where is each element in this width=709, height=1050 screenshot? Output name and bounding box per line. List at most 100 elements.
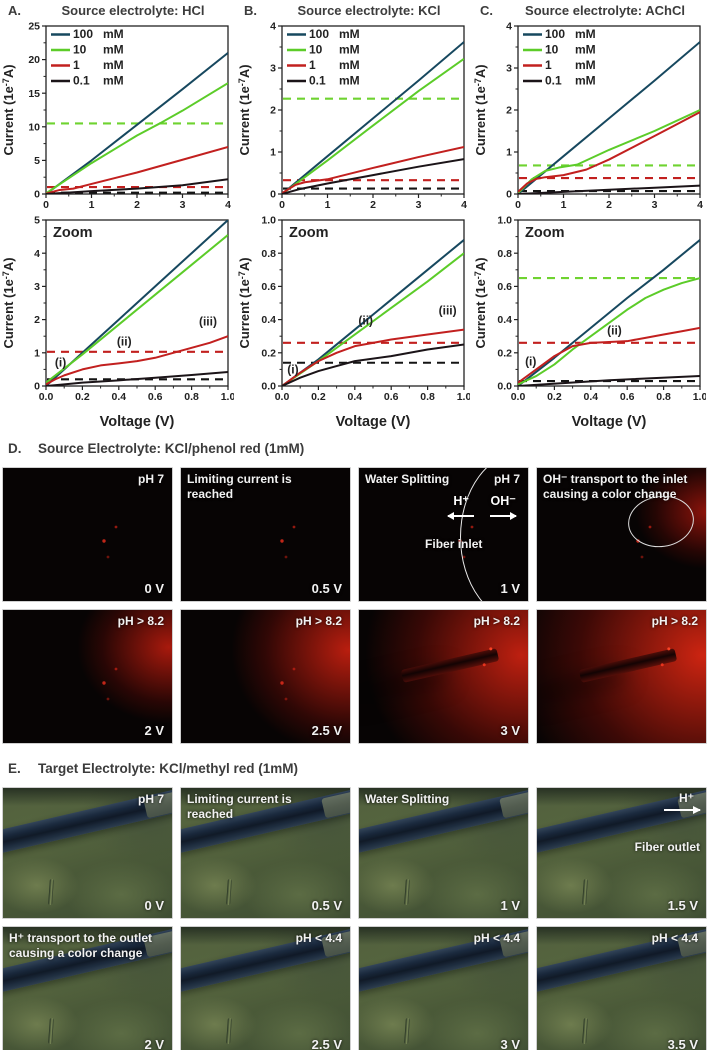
chart-c_zoom: 0.0 0.2 0.4 0.6 0.8 1.0 0.0 0.2 0.4 0.6 0.8 1.0 Curr…: [474, 215, 706, 430]
image-caption: H⁺ transport to the outlet causing a col…: [9, 931, 152, 960]
chart-a-full-range: 0 1 2 3 4 0 5 10 15 20 25 Current (1e-7A) 100 mM 10 mM 1…: [0, 20, 236, 212]
phenol-red-image-2: Limiting current is reached 0.5 V: [180, 467, 351, 602]
x-axis-label: Voltage (V): [572, 414, 647, 430]
voltage-label: 3 V: [500, 722, 520, 738]
hydroxide-label: OH⁻: [490, 493, 518, 520]
chart-a_top: 0 1 2 3 4 0 5 10 15 20 25 Current (1e-7A) 100 mM 10 mM 1…: [2, 21, 231, 211]
y-axis-label: Current (1e-7A): [2, 257, 16, 348]
svg-text:0: 0: [34, 381, 40, 393]
svg-text:100: 100: [309, 27, 329, 41]
image-caption: pH > 8.2: [651, 614, 698, 628]
phenol-red-image-3: H⁺ OH⁻ Water Splitting pH 7 Fiber inlet 1 V: [358, 467, 529, 602]
svg-text:0.2: 0.2: [311, 391, 326, 403]
svg-text:1.0: 1.0: [497, 215, 512, 227]
section-e-header: E. Target Electrolyte: KCl/methyl red (1…: [0, 761, 709, 779]
svg-text:2: 2: [506, 105, 512, 117]
voltage-label: 2 V: [144, 1036, 164, 1050]
svg-text:1: 1: [309, 58, 316, 72]
small-fiber-sliver: [47, 878, 54, 906]
svg-text:0.1: 0.1: [73, 74, 90, 88]
series-line-0.1mM: [518, 184, 700, 194]
series-line-0.1mM: [46, 371, 228, 386]
svg-text:mM: mM: [103, 27, 124, 41]
svg-text:0.0: 0.0: [275, 391, 290, 403]
svg-text:0.4: 0.4: [583, 391, 598, 403]
image-caption: pH > 8.2: [295, 614, 342, 628]
panel-a-letter: A.: [8, 3, 21, 18]
svg-text:0: 0: [34, 189, 40, 201]
svg-text:4: 4: [697, 199, 703, 211]
series-line-10mM: [46, 234, 228, 384]
svg-text:0.4: 0.4: [261, 314, 276, 326]
svg-text:5: 5: [34, 155, 40, 167]
h-plus-label: H⁺: [447, 493, 475, 520]
methyl-red-image-4: H⁺ Fiber outlet 1.5 V: [536, 787, 707, 919]
panel-a: A. Source electrolyte: HCl 0 1 2 3 4 0 5 10 15 20…: [0, 0, 236, 432]
annotation-i: (i): [55, 356, 66, 370]
right-arrow-icon: [490, 511, 518, 520]
methyl-red-image-6: pH < 4.4 2.5 V: [180, 926, 351, 1050]
voltage-label: 2.5 V: [311, 722, 342, 738]
image-caption: H⁺: [679, 791, 694, 805]
svg-text:2: 2: [606, 199, 612, 211]
image-caption: pH > 8.2: [473, 614, 520, 628]
phenol-red-image-4: OH⁻ transport to the inlet causing a col…: [536, 467, 707, 602]
section-e-image-grid: pH 7 0 V Limiting current is reached 0.5 V W…: [2, 787, 707, 1050]
voltage-label: 3 V: [500, 1036, 520, 1050]
svg-text:10: 10: [309, 43, 323, 57]
voltage-label: 2.5 V: [311, 1036, 342, 1050]
svg-text:mM: mM: [339, 43, 360, 57]
image-caption: Fiber inlet: [425, 537, 483, 552]
chart-b_zoom: 0.0 0.2 0.4 0.6 0.8 1.0 0.0 0.2 0.4 0.6 0.8 1.0 Curr…: [238, 215, 470, 430]
svg-text:0.8: 0.8: [656, 391, 671, 403]
panel-b-title: B. Source electrolyte: KCl: [236, 3, 472, 20]
small-fiber-sliver: [225, 1017, 232, 1045]
image-caption: pH < 4.4: [651, 931, 698, 945]
small-fiber-sliver: [47, 1017, 54, 1045]
annotation-ii: (ii): [607, 324, 622, 338]
svg-text:0.6: 0.6: [384, 391, 399, 403]
series-line-100mM: [518, 239, 700, 386]
svg-text:0.6: 0.6: [261, 281, 276, 293]
svg-text:0.2: 0.2: [547, 391, 562, 403]
series-line-0.1mM: [46, 178, 228, 194]
svg-text:0.0: 0.0: [39, 391, 54, 403]
panel-b: B. Source electrolyte: KCl 0 1 2 3 4 0 1 2 3 4 Cur…: [236, 0, 472, 432]
svg-text:mM: mM: [575, 58, 596, 72]
phenol-red-image-5: pH > 8.2 2 V: [2, 609, 173, 744]
series-line-10mM: [518, 109, 700, 194]
svg-text:0: 0: [270, 189, 276, 201]
small-fiber-sliver: [581, 878, 588, 906]
inlet-boundary-arc: [460, 468, 528, 601]
series-line-1mM: [46, 335, 228, 386]
methyl-red-image-5: H⁺ transport to the outlet causing a col…: [2, 926, 173, 1050]
image-caption: pH < 4.4: [473, 931, 520, 945]
svg-text:0.1: 0.1: [545, 74, 562, 88]
y-axis-label: Current (1e-7A): [474, 64, 488, 155]
image-caption: pH 7: [137, 792, 164, 806]
annotation-iii: (iii): [439, 304, 457, 318]
chart-c_top: 0 1 2 3 4 0 1 2 3 4 Current (1e-7A) 100 mM 10 mM 1 mM 0.1…: [474, 21, 703, 211]
svg-text:mM: mM: [103, 74, 124, 88]
svg-text:mM: mM: [339, 58, 360, 72]
svg-text:100: 100: [545, 27, 565, 41]
svg-text:0.4: 0.4: [347, 391, 362, 403]
svg-text:1: 1: [270, 147, 276, 159]
annotation-iii: (iii): [199, 315, 217, 329]
svg-text:0.8: 0.8: [261, 248, 276, 260]
voltage-label: 2 V: [144, 722, 164, 738]
image-caption: pH 7: [493, 472, 520, 486]
voltage-label: 0 V: [144, 897, 164, 913]
small-fiber-sliver: [581, 1017, 588, 1045]
svg-text:4: 4: [225, 199, 231, 211]
series-line-1mM: [518, 326, 700, 384]
small-fiber-sliver: [403, 1017, 410, 1045]
svg-text:3: 3: [506, 63, 512, 75]
image-caption: Limiting current is reached: [187, 472, 292, 501]
small-fiber-sliver: [225, 878, 232, 906]
series-line-0.1mM: [518, 375, 700, 386]
voltage-label: 3.5 V: [667, 1036, 698, 1050]
series-line-1mM: [282, 328, 464, 386]
